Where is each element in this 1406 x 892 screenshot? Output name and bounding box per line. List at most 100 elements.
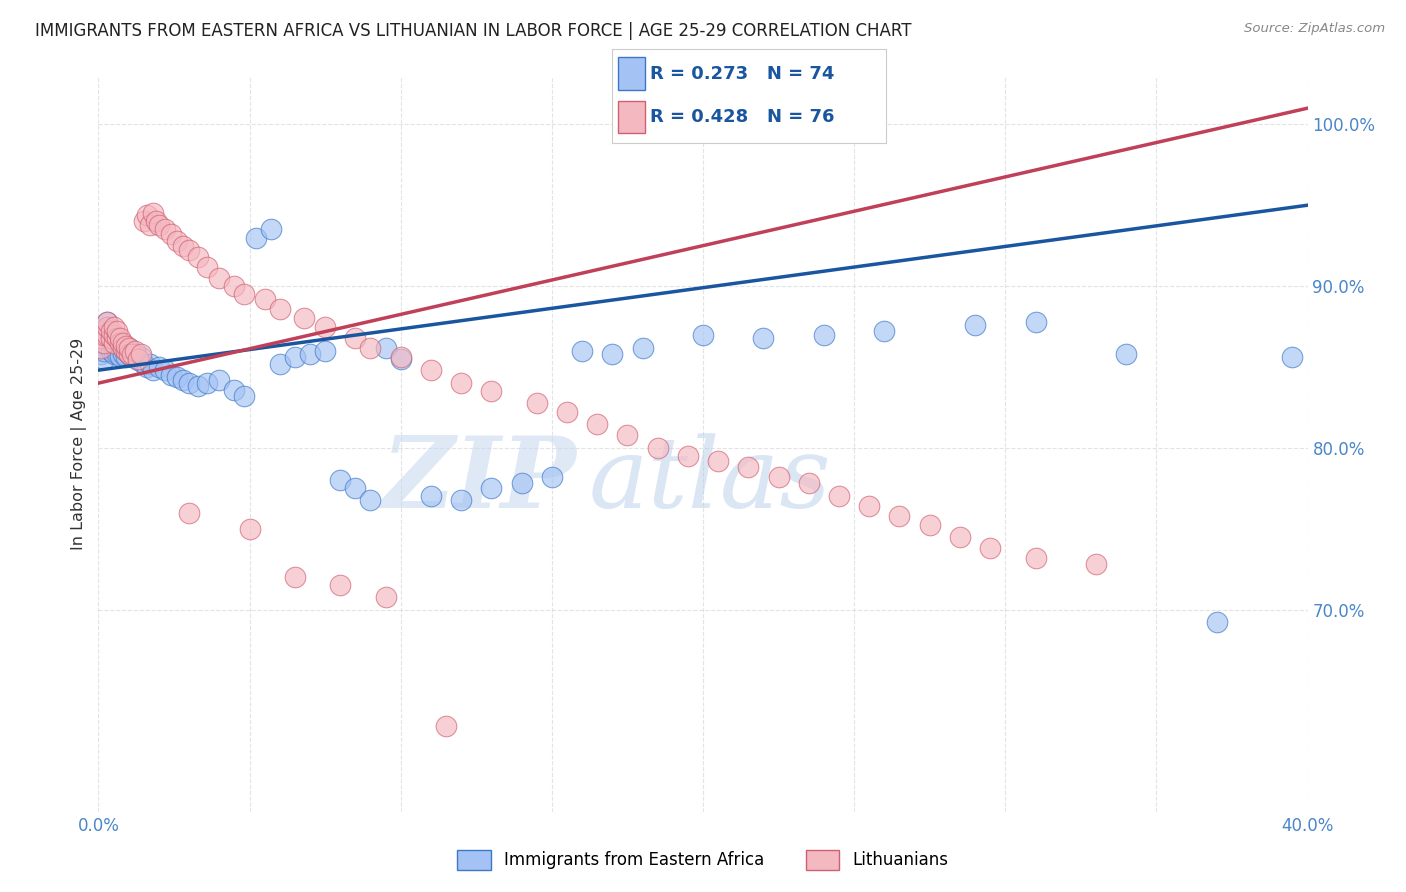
Point (949, 530, 972, 544)
Point (114, 343, 136, 358)
Point (108, 335, 131, 350)
Point (540, 470, 562, 484)
Point (260, 222, 283, 236)
Point (142, 206, 165, 220)
Point (96, 327, 118, 342)
Point (135, 208, 157, 222)
Point (93, 327, 115, 342)
Point (105, 335, 128, 350)
Point (100, 324, 122, 338)
Point (873, 324, 896, 338)
Point (93, 351, 115, 366)
Point (602, 347, 624, 361)
Point (96, 319, 118, 334)
Point (166, 234, 188, 248)
Point (103, 339, 125, 353)
Point (93, 335, 115, 350)
Point (96, 319, 118, 334)
Point (100, 327, 122, 342)
Point (111, 347, 134, 361)
Point (481, 384, 503, 399)
Point (797, 476, 820, 491)
Point (1085, 558, 1108, 572)
Point (360, 492, 382, 507)
Point (139, 357, 162, 371)
Point (245, 230, 267, 244)
Point (239, 522, 262, 536)
Point (586, 417, 609, 431)
Point (526, 395, 548, 409)
Point (187, 379, 209, 393)
Point (90, 347, 112, 361)
Point (100, 331, 122, 345)
Point (1281, 350, 1303, 364)
Point (118, 341, 141, 355)
Text: Source: ZipAtlas.com: Source: ZipAtlas.com (1244, 22, 1385, 36)
Point (314, 319, 336, 334)
Point (103, 347, 125, 361)
Text: ZIP: ZIP (381, 433, 576, 529)
Point (450, 376, 472, 391)
Point (965, 318, 987, 332)
Point (292, 311, 315, 326)
Point (96, 315, 118, 329)
Point (111, 341, 134, 355)
Point (284, 350, 307, 364)
Point (187, 250, 209, 264)
Point (124, 343, 146, 358)
Point (103, 331, 125, 345)
Point (121, 347, 143, 361)
Point (96, 324, 118, 338)
Text: R = 0.428   N = 76: R = 0.428 N = 76 (650, 108, 835, 126)
Point (676, 449, 699, 463)
Point (918, 518, 941, 533)
Point (707, 454, 730, 468)
Point (100, 335, 122, 350)
Point (148, 359, 170, 374)
Point (132, 357, 155, 371)
Point (139, 218, 162, 232)
Point (153, 363, 176, 377)
Point (631, 341, 654, 355)
Point (269, 301, 291, 316)
Point (103, 319, 125, 334)
Point (208, 271, 231, 285)
Point (142, 363, 165, 377)
Point (103, 327, 125, 342)
Point (737, 460, 759, 475)
Point (224, 279, 246, 293)
Point (1206, 615, 1229, 630)
FancyBboxPatch shape (619, 101, 644, 134)
Point (858, 499, 880, 513)
Point (889, 508, 911, 523)
Point (420, 489, 443, 503)
Point (208, 373, 231, 387)
Point (160, 368, 183, 382)
Point (253, 292, 276, 306)
Point (434, 719, 457, 733)
Y-axis label: In Labor Force | Age 25-29: In Labor Force | Age 25-29 (72, 338, 87, 549)
Point (132, 214, 155, 228)
Point (124, 347, 146, 361)
Point (232, 287, 254, 301)
Point (1024, 550, 1046, 565)
Point (160, 227, 183, 242)
Point (118, 347, 141, 361)
Text: IMMIGRANTS FROM EASTERN AFRICA VS LITHUANIAN IN LABOR FORCE | AGE 25-29 CORRELAT: IMMIGRANTS FROM EASTERN AFRICA VS LITHUA… (35, 22, 911, 40)
Point (571, 343, 593, 358)
Point (329, 578, 352, 592)
Point (299, 347, 322, 361)
Point (93, 343, 115, 358)
Legend: Immigrants from Eastern Africa, Lithuanians: Immigrants from Eastern Africa, Lithuani… (451, 843, 955, 877)
Point (114, 343, 136, 358)
Point (555, 405, 578, 419)
Point (114, 339, 136, 353)
Point (105, 324, 128, 338)
Point (118, 347, 141, 361)
Point (129, 350, 152, 364)
Point (329, 473, 352, 487)
Point (195, 260, 218, 274)
Point (148, 218, 170, 232)
Point (103, 335, 125, 350)
Text: R = 0.273   N = 74: R = 0.273 N = 74 (650, 65, 834, 83)
